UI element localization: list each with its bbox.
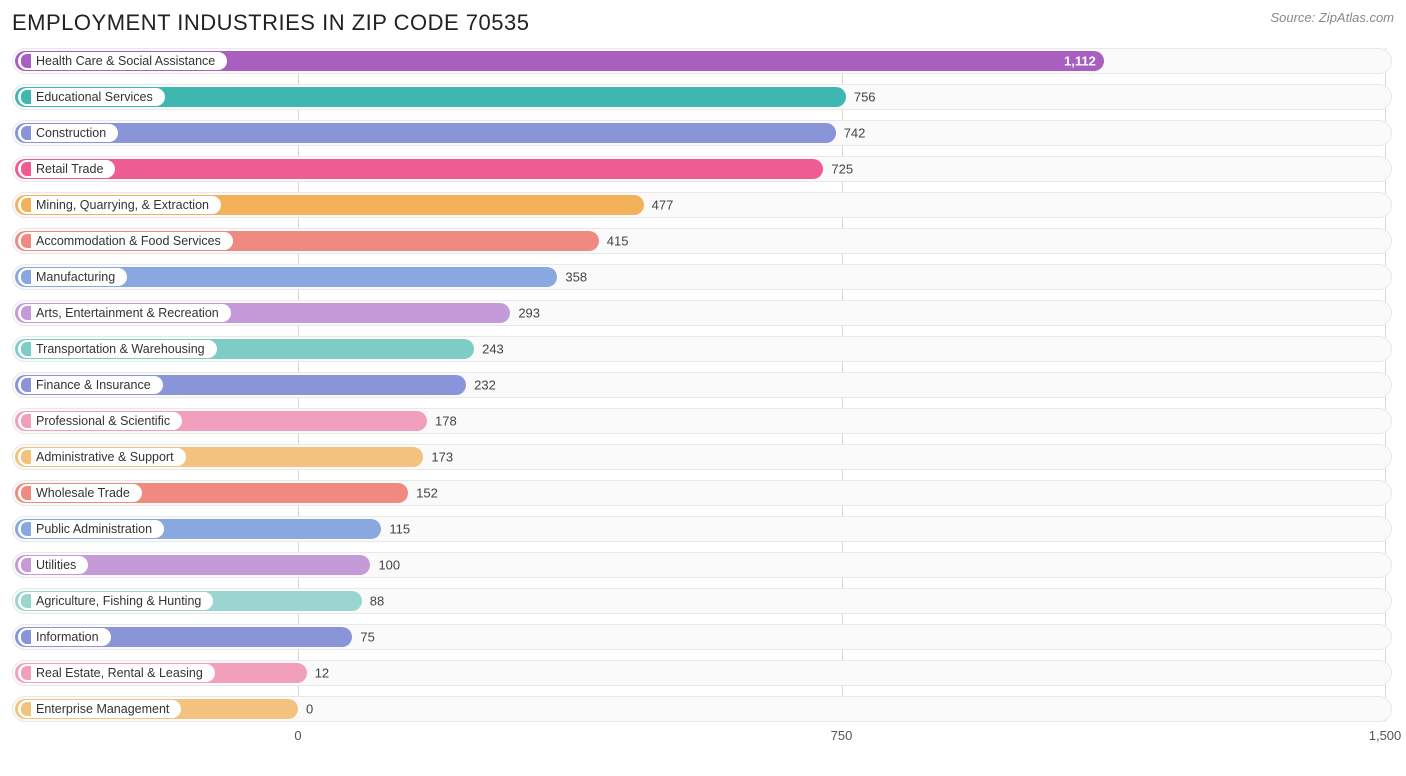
bar-label-chip: Agriculture, Fishing & Hunting	[18, 592, 213, 610]
bar-value-label: 358	[565, 270, 587, 285]
bar-value-label: 88	[370, 594, 384, 609]
bar-label-chip: Utilities	[18, 556, 88, 574]
bar-row: Construction 742	[12, 120, 1392, 146]
bar-row: Arts, Entertainment & Recreation 293	[12, 300, 1392, 326]
bar-row: Information 75	[12, 624, 1392, 650]
bar-value-label: 173	[431, 450, 453, 465]
bar-value-label: 0	[306, 702, 313, 717]
bar-row: Agriculture, Fishing & Hunting 88	[12, 588, 1392, 614]
chart-header: EMPLOYMENT INDUSTRIES IN ZIP CODE 70535 …	[12, 10, 1394, 36]
x-tick-label: 1,500	[1369, 728, 1402, 743]
bar-row: Accommodation & Food Services 415	[12, 228, 1392, 254]
bar-label-chip: Transportation & Warehousing	[18, 340, 217, 358]
bar-value-label: 756	[854, 90, 876, 105]
bar-label-chip: Administrative & Support	[18, 448, 186, 466]
bars-area: Health Care & Social Assistance 1,112 Educ…	[12, 48, 1392, 722]
bar-row: Enterprise Management 0	[12, 696, 1392, 722]
bar-row: Mining, Quarrying, & Extraction 477	[12, 192, 1392, 218]
bar-value-label: 100	[378, 558, 400, 573]
bar-label-chip: Wholesale Trade	[18, 484, 142, 502]
bar-label-chip: Enterprise Management	[18, 700, 181, 718]
bar-label-chip: Real Estate, Rental & Leasing	[18, 664, 215, 682]
bar-row: Retail Trade 725	[12, 156, 1392, 182]
bar-value-label: 178	[435, 414, 457, 429]
x-tick-label: 0	[294, 728, 301, 743]
bar-value-label: 12	[315, 666, 329, 681]
bar-fill	[15, 123, 836, 143]
bar-value-label: 415	[607, 234, 629, 249]
bar-row: Utilities 100	[12, 552, 1392, 578]
bar-row: Professional & Scientific 178	[12, 408, 1392, 434]
bar-label-chip: Mining, Quarrying, & Extraction	[18, 196, 221, 214]
bar-row: Manufacturing 358	[12, 264, 1392, 290]
bar-row: Wholesale Trade 152	[12, 480, 1392, 506]
bar-row: Real Estate, Rental & Leasing 12	[12, 660, 1392, 686]
bar-label-chip: Construction	[18, 124, 118, 142]
bar-label-chip: Health Care & Social Assistance	[18, 52, 227, 70]
chart-source: Source: ZipAtlas.com	[1270, 10, 1394, 25]
bar-row: Transportation & Warehousing 243	[12, 336, 1392, 362]
chart-container: Health Care & Social Assistance 1,112 Educ…	[12, 48, 1392, 748]
bar-value-label: 742	[844, 126, 866, 141]
x-tick-label: 750	[831, 728, 853, 743]
bar-value-label: 1,112	[1064, 54, 1096, 69]
bar-label-chip: Retail Trade	[18, 160, 115, 178]
bar-label-chip: Manufacturing	[18, 268, 127, 286]
bar-row: Educational Services 756	[12, 84, 1392, 110]
bar-row: Finance & Insurance 232	[12, 372, 1392, 398]
bar-label-chip: Accommodation & Food Services	[18, 232, 233, 250]
bar-value-label: 152	[416, 486, 438, 501]
bar-label-chip: Finance & Insurance	[18, 376, 163, 394]
bar-value-label: 75	[360, 630, 374, 645]
bar-fill	[15, 159, 823, 179]
bar-row: Public Administration 115	[12, 516, 1392, 542]
bar-value-label: 725	[831, 162, 853, 177]
bar-label-chip: Arts, Entertainment & Recreation	[18, 304, 231, 322]
bar-value-label: 115	[389, 522, 410, 537]
bar-value-label: 243	[482, 342, 504, 357]
bar-label-chip: Information	[18, 628, 111, 646]
bar-value-label: 477	[652, 198, 674, 213]
bar-value-label: 232	[474, 378, 496, 393]
bar-row: Health Care & Social Assistance 1,112	[12, 48, 1392, 74]
chart-title: EMPLOYMENT INDUSTRIES IN ZIP CODE 70535	[12, 10, 530, 36]
x-axis: 07501,500	[12, 724, 1392, 748]
bar-label-chip: Professional & Scientific	[18, 412, 182, 430]
bar-row: Administrative & Support 173	[12, 444, 1392, 470]
bar-label-chip: Public Administration	[18, 520, 164, 538]
bar-value-label: 293	[518, 306, 540, 321]
bar-label-chip: Educational Services	[18, 88, 165, 106]
